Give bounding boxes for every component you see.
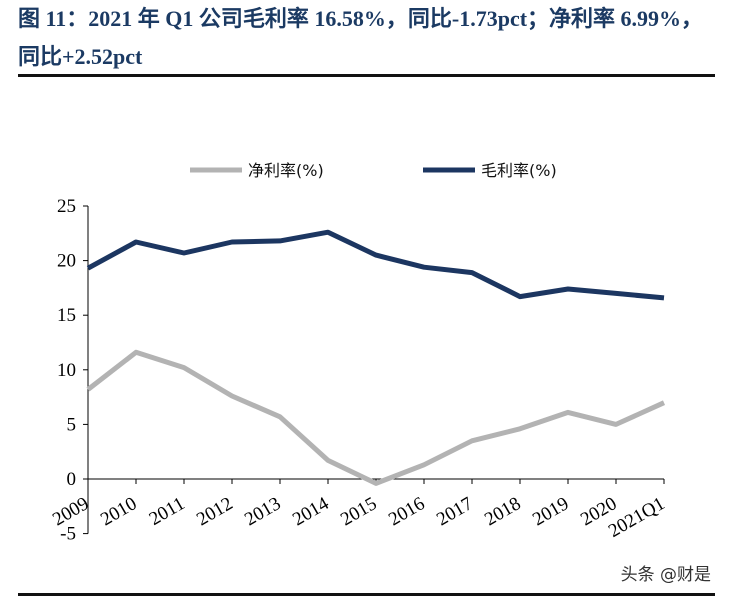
series-line-1 [86,349,666,486]
x-tick-label: 2011 [146,493,189,530]
y-tick-label: 15 [57,305,76,326]
x-tick-label: 2016 [385,493,428,530]
legend-label-2: 毛利率(%) [481,161,557,180]
x-tick-label: 2012 [193,493,236,530]
top-rule [18,74,715,77]
x-tick-label: 2013 [241,493,284,530]
x-tick-label: 2014 [289,493,333,530]
figure-title: 图 11：2021 年 Q1 公司毛利率 16.58%，同比-1.73pct；净… [18,6,704,69]
y-tick-label: -5 [60,524,76,545]
series-line-2 [86,229,665,301]
x-tick-label: 2018 [481,493,524,530]
y-tick-label: 5 [67,414,77,435]
bottom-rule [18,593,715,596]
x-tick-label: 2015 [337,493,380,530]
legend-label-1: 净利率(%) [248,161,324,180]
watermark: 头条 @财是 [620,565,711,585]
y-tick-label: 25 [57,196,76,217]
x-tick-label: 2017 [433,493,476,530]
x-tick-label: 2010 [97,493,140,530]
y-tick-label: 10 [57,360,76,381]
x-tick-label: 2021Q1 [605,493,669,542]
y-tick-label: 0 [67,469,77,490]
y-tick-label: 20 [57,251,76,272]
x-tick-label: 2019 [529,493,572,530]
